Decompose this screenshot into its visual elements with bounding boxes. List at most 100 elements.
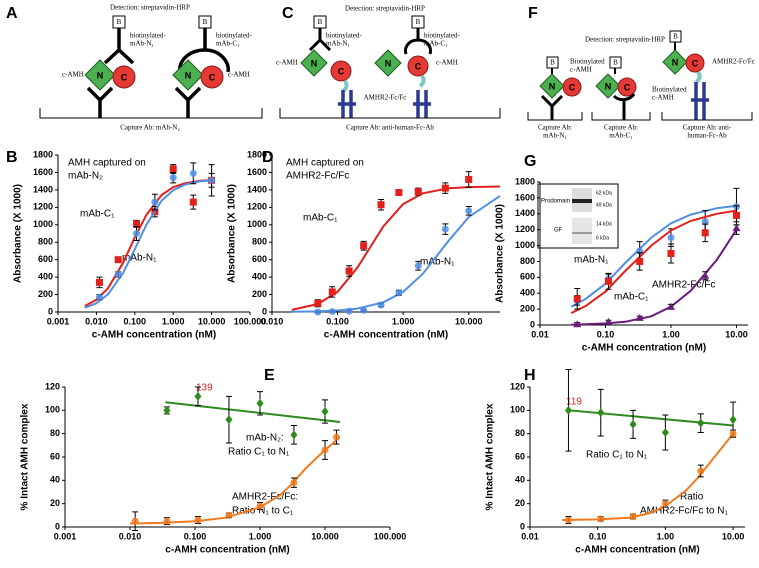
biotin-label: B bbox=[117, 18, 122, 26]
detection-antibody bbox=[308, 28, 332, 52]
marker bbox=[133, 230, 141, 237]
y-tick-label: 120 bbox=[510, 381, 525, 391]
marker bbox=[151, 198, 159, 206]
panel-label: G bbox=[524, 153, 536, 170]
marker bbox=[290, 430, 298, 440]
marker bbox=[189, 198, 197, 206]
marker bbox=[667, 250, 675, 257]
panel-label: A bbox=[6, 5, 18, 22]
fit-curve bbox=[570, 209, 737, 314]
y-tick-label: 20 bbox=[515, 498, 525, 508]
n-domain bbox=[374, 49, 402, 77]
x-tick-label: 0.010 bbox=[85, 316, 108, 326]
marker bbox=[701, 271, 710, 279]
antibody-label: biotinylated- bbox=[216, 32, 252, 40]
marker bbox=[345, 307, 353, 315]
annotation: AMH captured on bbox=[286, 158, 364, 169]
series-label: mAb-C₁ bbox=[80, 209, 115, 220]
c-domain bbox=[562, 77, 582, 97]
marker bbox=[667, 234, 675, 242]
domain-label: N bbox=[605, 81, 612, 91]
capture-antibody bbox=[612, 93, 636, 120]
n-domain bbox=[172, 59, 204, 91]
chart: 0 20 40 60 80 100 120 0.001 0.010 0.100 1.000 10.00… bbox=[20, 381, 407, 555]
marker bbox=[441, 225, 449, 233]
antigen-label: Biotinylated bbox=[652, 86, 687, 94]
y-tick-label: 1000 bbox=[247, 219, 267, 229]
x-tick-label: 0.010 bbox=[119, 531, 142, 541]
detection-label: Detection: streptavidin-HRP bbox=[585, 36, 665, 44]
marker bbox=[169, 174, 177, 182]
fit-curve bbox=[291, 195, 501, 313]
annotation: Ratio C₁ to N₁ bbox=[586, 450, 648, 461]
y-tick-label: 200 bbox=[252, 289, 267, 299]
detection-antibody bbox=[404, 28, 432, 55]
panel-label: E bbox=[264, 367, 275, 384]
y-tick-label: 60 bbox=[515, 451, 525, 461]
marker bbox=[395, 289, 403, 297]
marker bbox=[163, 517, 171, 525]
antibody-label: mAb-C₁ bbox=[216, 40, 239, 48]
marker bbox=[564, 405, 572, 415]
domain-label: C bbox=[209, 72, 216, 82]
marker bbox=[114, 270, 122, 278]
marker bbox=[732, 224, 741, 232]
x-tick-label: 0.10 bbox=[597, 329, 615, 339]
marker bbox=[414, 262, 422, 270]
n-domain bbox=[662, 49, 688, 75]
marker bbox=[597, 515, 605, 523]
annotation: mAb-N₂: bbox=[246, 433, 284, 444]
marker bbox=[328, 288, 336, 296]
fit-curve bbox=[571, 229, 738, 326]
y-tick-label: 400 bbox=[252, 271, 267, 281]
annotation: Ratio bbox=[680, 492, 704, 503]
capture-antibody bbox=[86, 86, 202, 118]
fit-curve bbox=[129, 436, 341, 525]
y-tick-label: 1800 bbox=[33, 149, 53, 159]
blot-lane bbox=[572, 218, 592, 244]
marker bbox=[225, 511, 233, 519]
fit-curve bbox=[84, 179, 212, 307]
y-tick-label: 800 bbox=[38, 237, 53, 247]
y-tick-label: 1000 bbox=[33, 219, 53, 229]
marker bbox=[597, 408, 605, 418]
chart: 0 200 400 600 800 1000 1200 1400 1600 1800 0.01 0.1… bbox=[495, 176, 748, 354]
fit-curve bbox=[291, 185, 501, 311]
capture-antibody bbox=[540, 94, 564, 120]
x-axis-title: c-AMH concentration (nM) bbox=[582, 343, 706, 354]
antibody-label: mAb-N₁ bbox=[130, 40, 154, 48]
marker bbox=[441, 184, 449, 192]
annotation: 139 bbox=[196, 383, 213, 394]
marker bbox=[629, 419, 637, 429]
y-tick-label: 200 bbox=[38, 289, 53, 299]
x-tick-label: 1.000 bbox=[249, 531, 272, 541]
diagram-a: Detection: streptavidin-HRP B B biotinyl… bbox=[39, 4, 263, 132]
x-tick-label: 1.000 bbox=[392, 316, 415, 326]
capture-label: Capture Ab: bbox=[538, 124, 572, 132]
chart: 0 200 400 600 800 1000 1200 1400 1600 1800 0.001 0.… bbox=[13, 149, 267, 340]
y-tick-label: 800 bbox=[520, 256, 535, 266]
detection-label: Detection: streptavidin-HRP bbox=[110, 4, 190, 12]
inset-label: 6 kDa bbox=[596, 235, 609, 241]
y-axis-title: % Intact AMH complex bbox=[20, 403, 31, 510]
biotin-label: B bbox=[203, 18, 208, 26]
x-axis-title: c-AMH concentration (nM) bbox=[165, 545, 289, 556]
plate bbox=[279, 108, 501, 119]
antigen-label: Biotinylated bbox=[570, 58, 605, 66]
antibody-label: biotinylated- bbox=[130, 32, 166, 40]
n-domain bbox=[84, 59, 116, 91]
plate bbox=[527, 112, 753, 121]
marker bbox=[194, 516, 202, 524]
marker bbox=[321, 446, 329, 454]
y-axis-title: Absorbance (X 1000) bbox=[227, 184, 238, 283]
domain-label: N bbox=[185, 70, 192, 80]
receptor-label: AMHR2-Fc/Fc bbox=[364, 94, 407, 102]
x-tick-label: 1.00 bbox=[657, 531, 675, 541]
biotin-label: B bbox=[416, 18, 421, 26]
y-axis-title: % Intact AMH complex bbox=[485, 403, 496, 510]
x-tick-label: 100.000 bbox=[234, 316, 267, 326]
domain-label: N bbox=[549, 81, 556, 91]
y-tick-label: 600 bbox=[38, 254, 53, 264]
y-tick-label: 400 bbox=[520, 288, 535, 298]
